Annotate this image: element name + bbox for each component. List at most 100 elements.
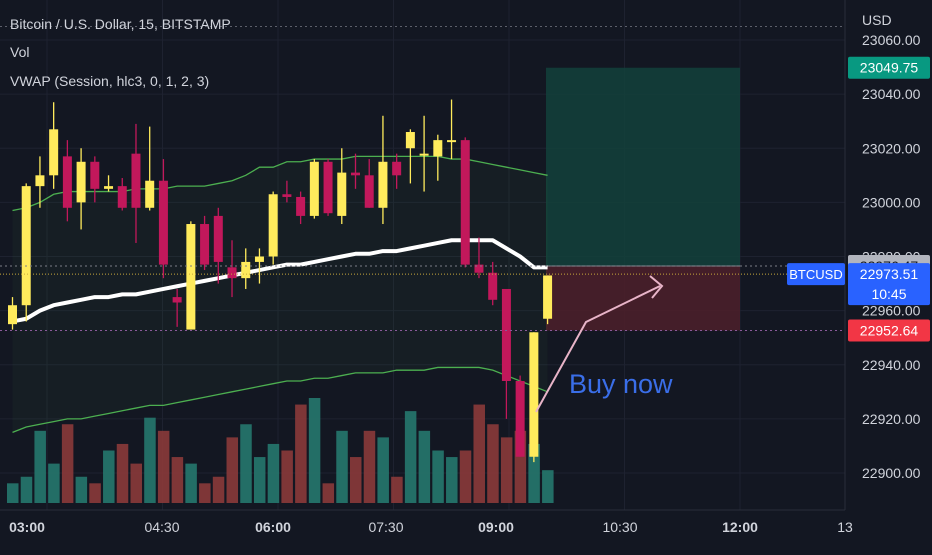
candle[interactable]: [323, 159, 333, 216]
volume-bar: [446, 457, 458, 503]
candle-body: [364, 175, 374, 208]
candle-body: [131, 153, 141, 208]
candle[interactable]: [447, 99, 457, 160]
volume-bar: [404, 411, 417, 503]
position-zones: [546, 67, 740, 331]
candle-body: [254, 256, 264, 262]
candle[interactable]: [145, 126, 155, 211]
candle[interactable]: [131, 123, 141, 243]
candle[interactable]: [117, 178, 127, 211]
candle[interactable]: [62, 140, 72, 222]
stop-price-tag-bg: [848, 319, 930, 342]
candles[interactable]: [8, 99, 553, 463]
volume-bar: [281, 450, 293, 503]
candle[interactable]: [405, 129, 415, 184]
volume-bar: [212, 476, 225, 503]
candle[interactable]: [213, 207, 223, 284]
candle[interactable]: [529, 332, 539, 463]
volume-bar: [350, 457, 362, 503]
candle[interactable]: [378, 115, 388, 225]
volume-bar: [295, 404, 307, 503]
volume-legend-label[interactable]: Vol: [10, 44, 30, 60]
candle-body: [419, 153, 429, 156]
currency-label: USD: [862, 12, 892, 28]
annotation-group[interactable]: Buy now: [535, 275, 673, 413]
candle-body: [268, 194, 278, 257]
candle-body: [501, 288, 511, 381]
candle[interactable]: [254, 248, 264, 284]
symbol-tag-text: BTCUSD: [789, 267, 842, 282]
candle[interactable]: [392, 153, 402, 189]
candle[interactable]: [515, 375, 525, 457]
candle-body: [172, 297, 182, 303]
candle[interactable]: [337, 148, 347, 225]
candle[interactable]: [76, 148, 86, 230]
candle[interactable]: [104, 175, 114, 192]
candle[interactable]: [227, 240, 237, 298]
volume-bar: [418, 430, 431, 503]
volume-bar: [377, 437, 389, 503]
candle-body: [474, 264, 484, 273]
candle[interactable]: [158, 159, 168, 279]
candle[interactable]: [296, 191, 306, 225]
candle[interactable]: [501, 288, 511, 419]
volume-bar: [157, 430, 170, 503]
price-tick-label: 23040.00: [862, 86, 921, 102]
candle-body: [186, 224, 196, 330]
volume-bar: [459, 450, 472, 503]
time-tick-label: 07:30: [368, 519, 403, 535]
volume-bars: [7, 398, 554, 503]
candle-body: [488, 272, 498, 300]
candle-body: [62, 156, 72, 208]
candle-body: [392, 161, 402, 176]
time-tick-label: 13: [837, 519, 853, 535]
vwap-bands: [12, 155, 548, 434]
candle[interactable]: [488, 261, 498, 306]
candle[interactable]: [309, 159, 319, 219]
volume-bar: [514, 430, 527, 503]
volume-bar: [116, 443, 129, 503]
buy-now-annotation[interactable]: Buy now: [569, 369, 673, 399]
candle-body: [296, 196, 306, 216]
candle[interactable]: [49, 102, 59, 189]
candle[interactable]: [460, 137, 470, 268]
candle[interactable]: [474, 237, 484, 279]
volume-bar: [185, 463, 197, 503]
candle[interactable]: [21, 183, 31, 322]
volume-bar: [308, 398, 321, 503]
candle[interactable]: [351, 153, 360, 189]
candle-body: [158, 180, 168, 265]
time-tick-label: 04:30: [144, 519, 179, 535]
symbol-tag-bg: [787, 263, 845, 286]
candle[interactable]: [186, 221, 196, 330]
candle[interactable]: [172, 288, 182, 327]
volume-bar: [75, 476, 88, 503]
candle[interactable]: [364, 159, 374, 208]
time-tick-label: 06:00: [255, 519, 291, 535]
candle-body: [378, 161, 388, 208]
volume-bar: [542, 470, 554, 503]
candle[interactable]: [543, 275, 553, 325]
symbol-title[interactable]: Bitcoin / U.S. Dollar, 15, BITSTAMP: [10, 16, 231, 32]
candle[interactable]: [241, 248, 251, 289]
candle[interactable]: [8, 297, 17, 330]
candle-body: [543, 275, 553, 319]
candle[interactable]: [200, 215, 210, 271]
candle-body: [309, 161, 319, 216]
candle[interactable]: [35, 156, 45, 208]
candle-body: [200, 224, 210, 265]
candle[interactable]: [419, 115, 429, 192]
vwap-legend-label[interactable]: VWAP (Session, hlc3, 0, 1, 2, 3): [10, 73, 210, 89]
annotation-arrow[interactable]: [535, 285, 661, 413]
volume-bar: [61, 424, 74, 503]
candle-body: [337, 172, 347, 216]
volume-bar: [171, 457, 184, 503]
candle[interactable]: [433, 134, 443, 181]
candle-body: [351, 172, 360, 176]
candle[interactable]: [90, 156, 100, 203]
candle[interactable]: [282, 180, 292, 203]
candle[interactable]: [268, 191, 278, 265]
price-tick-label: 23000.00: [862, 194, 921, 210]
